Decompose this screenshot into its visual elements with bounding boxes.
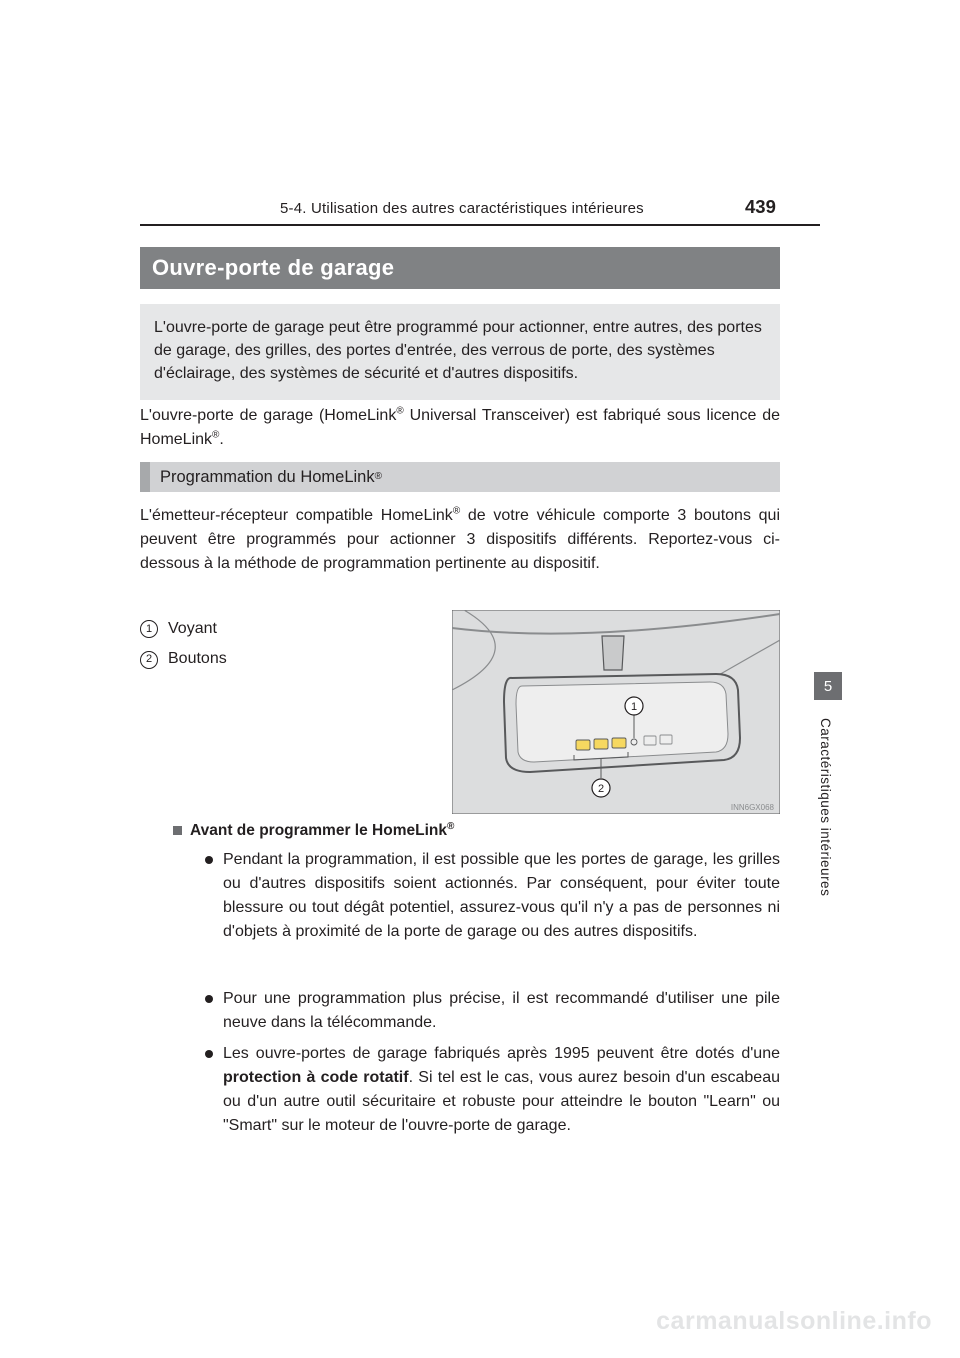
subsection-heading-text: Avant de programmer le HomeLink bbox=[190, 822, 447, 839]
reg-mark-1: ® bbox=[396, 406, 403, 417]
emitter-pre: L'émetteur-récepteur compatible HomeLink bbox=[140, 507, 453, 524]
figure-callout-2: 2 bbox=[598, 783, 604, 795]
bullet-3-bold: protection à code rotatif bbox=[223, 1069, 409, 1086]
emitter-paragraph: L'émetteur-récepteur compatible HomeLink… bbox=[140, 504, 780, 576]
square-bullet-icon bbox=[173, 826, 182, 835]
bullet-2: Pour une programmation plus précise, il … bbox=[205, 987, 780, 1035]
figure-callout-1: 1 bbox=[631, 701, 637, 713]
bullet-dot-icon bbox=[205, 856, 213, 864]
callout-number-1: 1 bbox=[140, 620, 158, 638]
reg-mark-5: ® bbox=[447, 821, 454, 832]
license-paragraph: L'ouvre-porte de garage (HomeLink® Unive… bbox=[140, 404, 780, 452]
bullet-dot-icon bbox=[205, 1050, 213, 1058]
callout-list: 1 Voyant 2 Boutons bbox=[140, 614, 420, 675]
bullet-1-text: Pendant la programmation, il est possibl… bbox=[223, 848, 780, 944]
subsection-heading: Avant de programmer le HomeLink® bbox=[173, 822, 454, 840]
subheading-bar: Programmation du HomeLink® bbox=[140, 462, 780, 492]
callout-item-2: 2 Boutons bbox=[140, 644, 420, 674]
callout-item-1: 1 Voyant bbox=[140, 614, 420, 644]
subheading-text: Programmation du HomeLink bbox=[160, 468, 375, 487]
header-page-number: 439 bbox=[745, 196, 776, 218]
intro-box: L'ouvre-porte de garage peut être progra… bbox=[140, 304, 780, 400]
title-banner: Ouvre-porte de garage bbox=[140, 247, 780, 289]
callout-label-1: Voyant bbox=[168, 614, 217, 644]
bullet-dot-icon bbox=[205, 995, 213, 1003]
chapter-side-label: Caractéristiques intérieures bbox=[817, 718, 833, 1018]
figure-mirror: 1 2 INN6GX068 bbox=[452, 610, 780, 814]
bullet-2-text: Pour une programmation plus précise, il … bbox=[223, 987, 780, 1035]
license-post: . bbox=[219, 431, 223, 448]
callout-label-2: Boutons bbox=[168, 644, 227, 674]
figure-code: INN6GX068 bbox=[731, 803, 775, 812]
chapter-tab: 5 bbox=[814, 672, 842, 700]
bullet-1: Pendant la programmation, il est possibl… bbox=[205, 848, 780, 944]
bullet-3-pre: Les ouvre-portes de garage fabriqués apr… bbox=[223, 1045, 780, 1062]
bullet-3: Les ouvre-portes de garage fabriqués apr… bbox=[205, 1042, 780, 1138]
header-rule bbox=[140, 224, 820, 226]
callout-number-2: 2 bbox=[140, 651, 158, 669]
header-section-label: 5-4. Utilisation des autres caractéristi… bbox=[280, 200, 644, 217]
page: 5-4. Utilisation des autres caractéristi… bbox=[0, 0, 960, 1358]
bullet-3-span: Les ouvre-portes de garage fabriqués apr… bbox=[223, 1042, 780, 1138]
watermark: carmanualsonline.info bbox=[0, 1307, 960, 1336]
license-pre: L'ouvre-porte de garage (HomeLink bbox=[140, 407, 396, 424]
